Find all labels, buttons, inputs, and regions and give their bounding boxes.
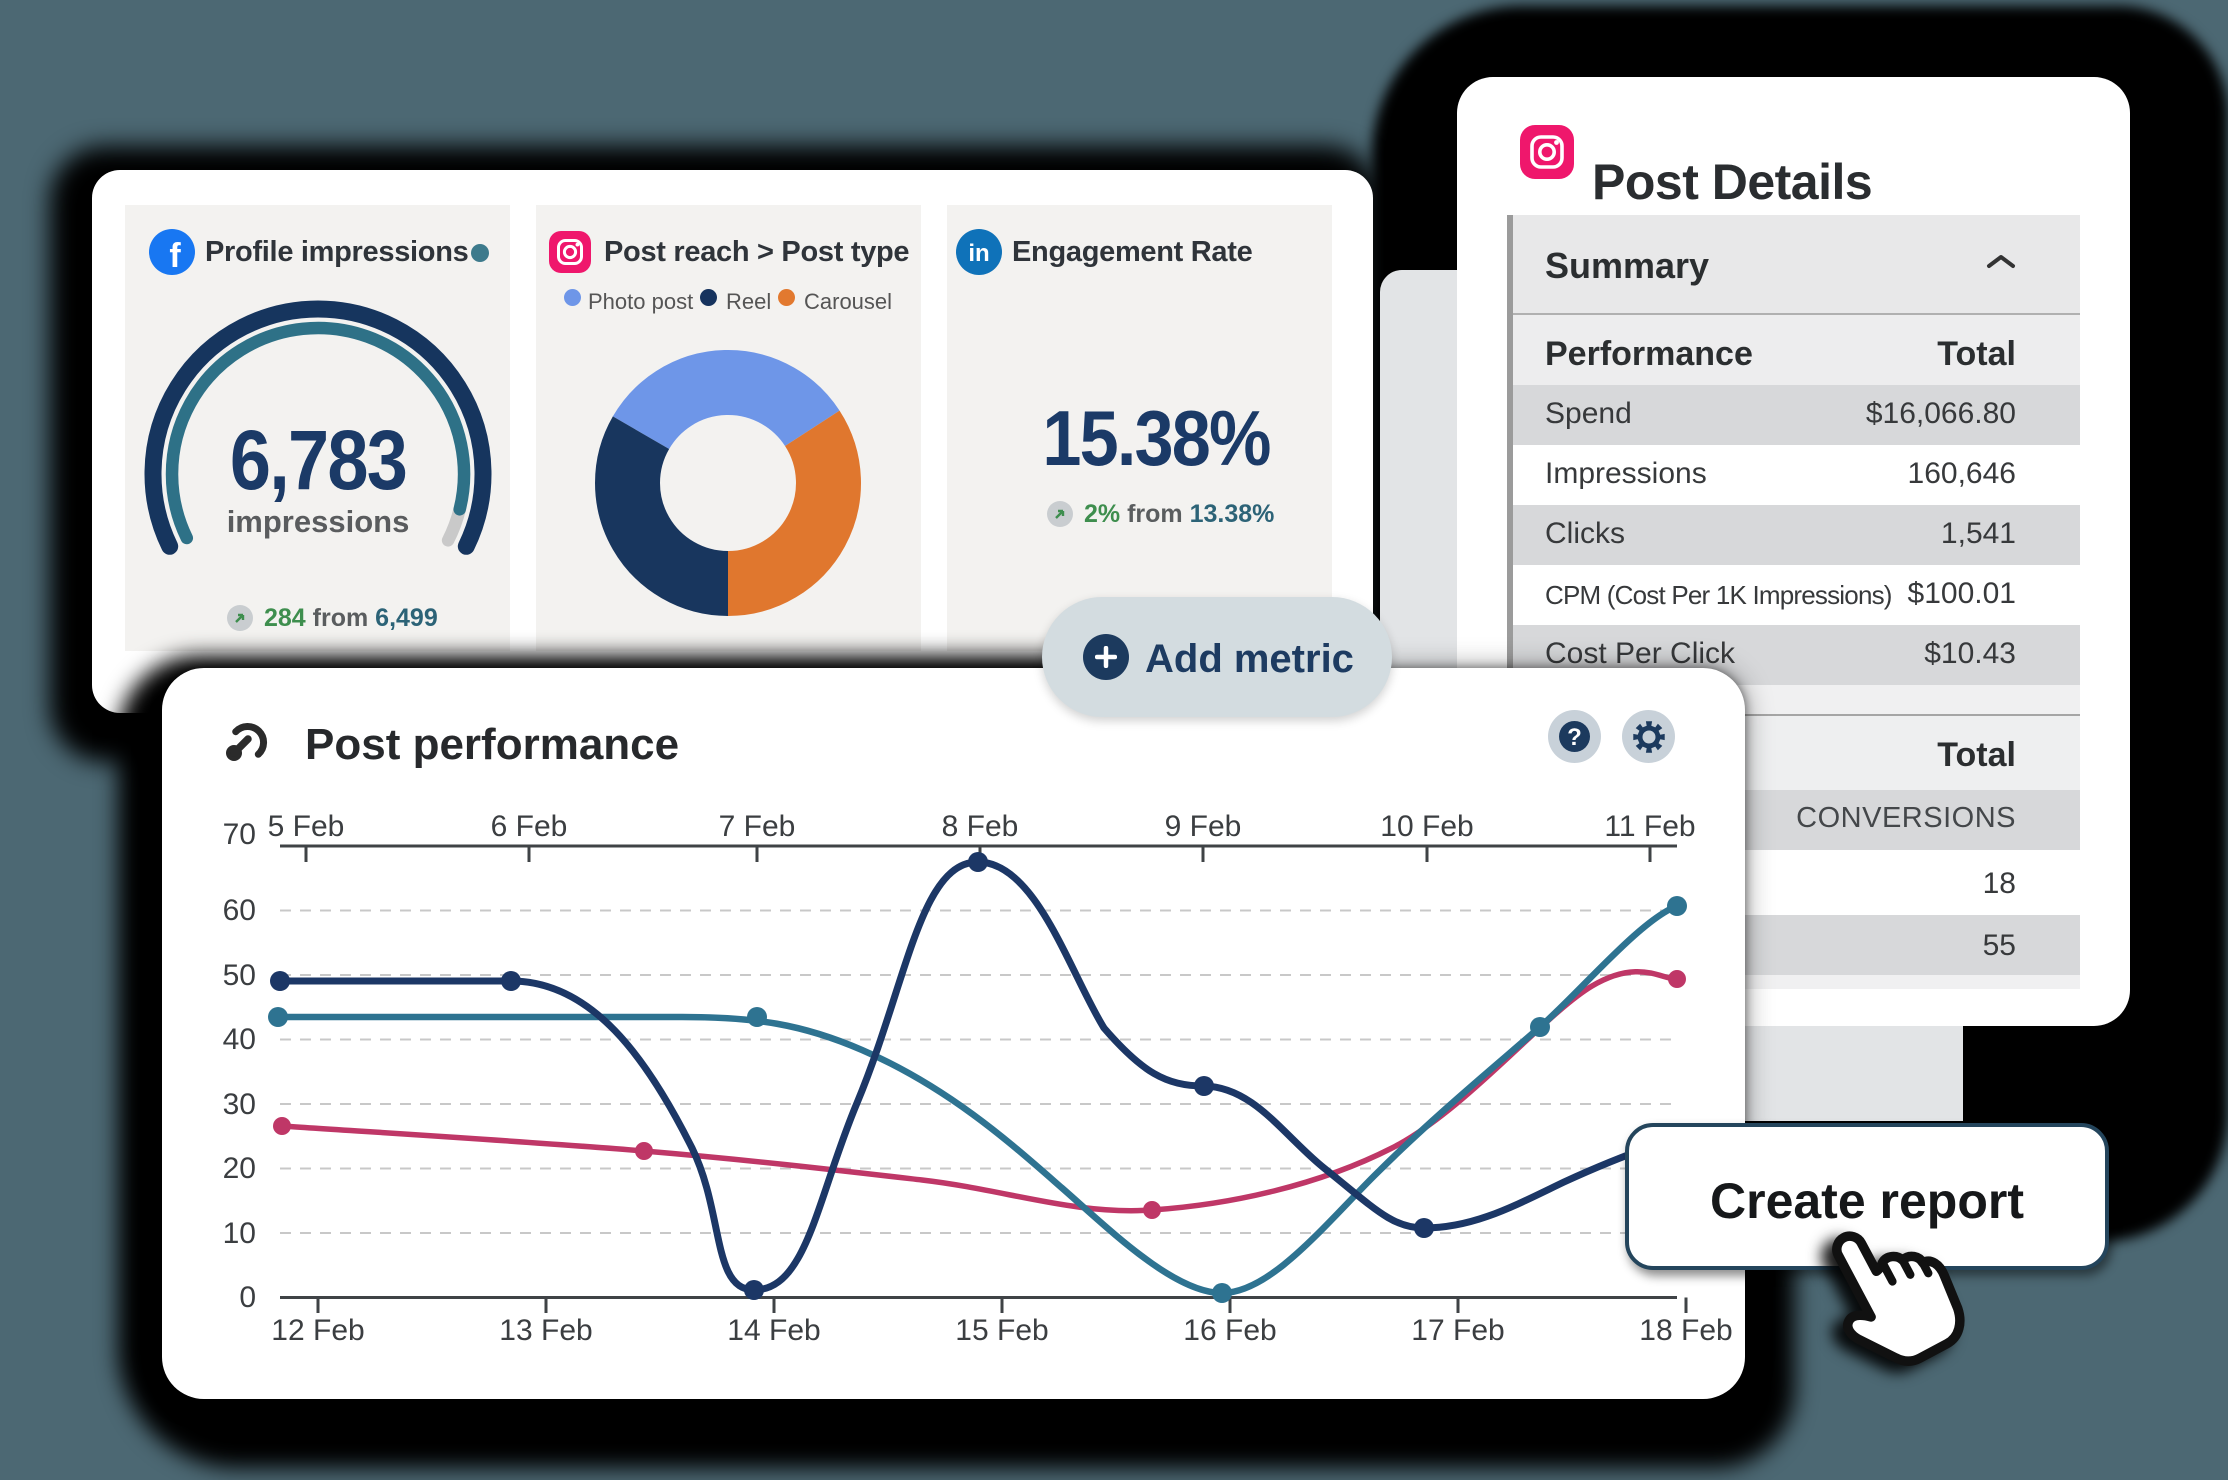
svg-text:50: 50 (223, 959, 256, 992)
svg-text:60: 60 (223, 894, 256, 927)
svg-text:7 Feb: 7 Feb (719, 810, 796, 843)
svg-text:10: 10 (223, 1217, 256, 1250)
svg-text:16 Feb: 16 Feb (1183, 1314, 1276, 1347)
svg-text:8 Feb: 8 Feb (942, 810, 1019, 843)
svg-text:17 Feb: 17 Feb (1411, 1314, 1504, 1347)
svg-text:20: 20 (223, 1152, 256, 1185)
svg-text:15 Feb: 15 Feb (955, 1314, 1048, 1347)
svg-text:70: 70 (223, 818, 256, 851)
svg-text:18 Feb: 18 Feb (1639, 1314, 1732, 1347)
svg-text:0: 0 (239, 1281, 256, 1314)
svg-text:13 Feb: 13 Feb (499, 1314, 592, 1347)
svg-text:12 Feb: 12 Feb (271, 1314, 364, 1347)
svg-text:40: 40 (223, 1023, 256, 1056)
svg-text:f: f (169, 237, 181, 275)
svg-text:30: 30 (223, 1088, 256, 1121)
svg-text:14 Feb: 14 Feb (727, 1314, 820, 1347)
svg-text:6 Feb: 6 Feb (491, 810, 568, 843)
svg-text:11 Feb: 11 Feb (1604, 810, 1695, 843)
svg-text:5 Feb: 5 Feb (268, 810, 345, 843)
svg-text:9 Feb: 9 Feb (1165, 810, 1242, 843)
svg-text:in: in (968, 240, 989, 267)
svg-text:10 Feb: 10 Feb (1380, 810, 1473, 843)
